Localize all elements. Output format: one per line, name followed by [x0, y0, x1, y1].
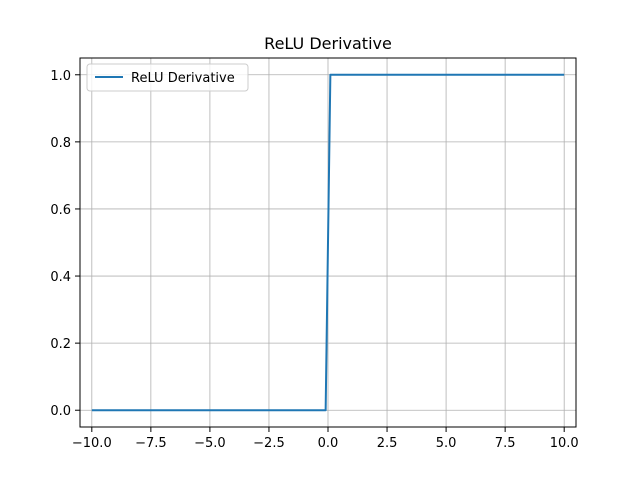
- series-line-relu-derivative: [91, 73, 565, 412]
- x-tick-label: −7.5: [135, 436, 167, 451]
- series-layer: [91, 73, 565, 412]
- x-tick-label: 7.5: [495, 436, 516, 451]
- legend: ReLU Derivative: [86, 63, 249, 92]
- y-tick-label: 0.2: [50, 337, 71, 352]
- y-tick-label: 1.0: [50, 69, 71, 84]
- x-tick-label: −2.5: [253, 436, 285, 451]
- x-tick-label: 5.0: [436, 436, 457, 451]
- y-tick-label: 0.0: [50, 404, 71, 419]
- y-tick-label: 0.4: [50, 270, 71, 285]
- y-tick-label: 0.6: [50, 203, 71, 218]
- legend-label-relu-derivative: ReLU Derivative: [131, 71, 235, 86]
- grid-layer: [80, 58, 576, 427]
- x-tick-label: −5.0: [194, 436, 226, 451]
- x-tick-label: 10.0: [550, 436, 579, 451]
- x-tick-label: −10.0: [72, 436, 112, 451]
- x-tick-label: 0.0: [318, 436, 339, 451]
- y-axis-ticks: 0.0 0.2 0.4 0.6 0.8 1.0: [50, 69, 80, 419]
- y-tick-label: 0.8: [50, 136, 71, 151]
- legend-box: [86, 63, 249, 92]
- chart-title: ReLU Derivative: [264, 34, 392, 53]
- x-tick-label: 2.5: [377, 436, 398, 451]
- x-axis-ticks: −10.0 −7.5 −5.0 −2.5 0.0 2.5 5.0 7.5 10.0: [72, 427, 579, 451]
